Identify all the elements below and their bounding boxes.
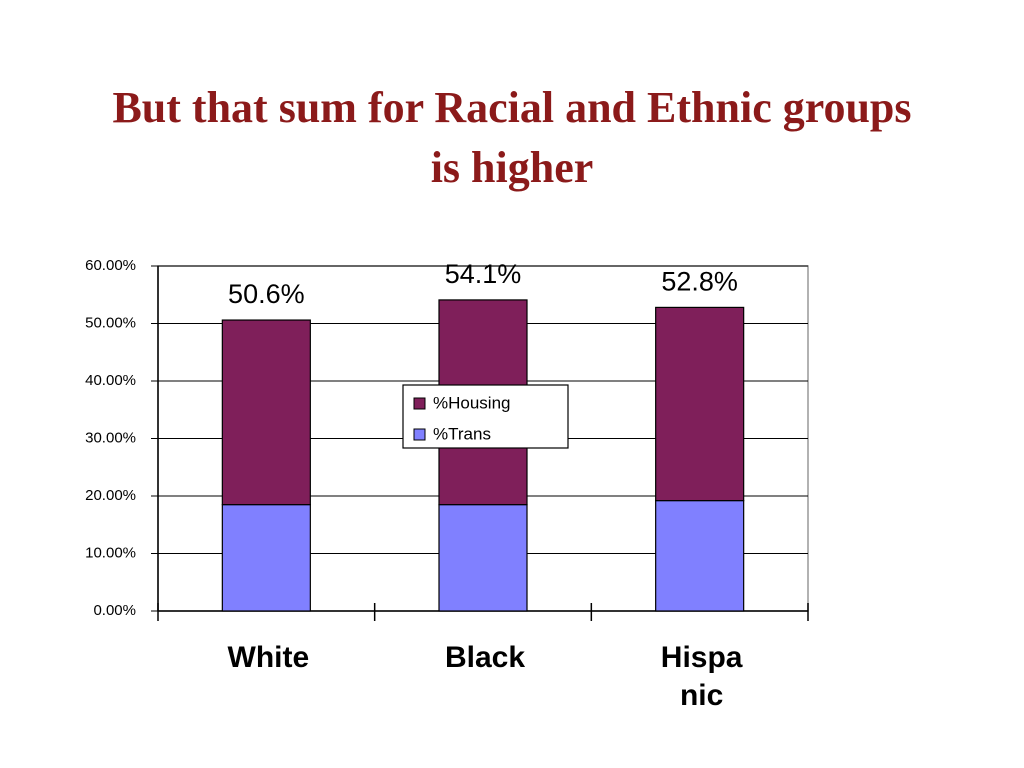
legend-swatch (413, 428, 426, 441)
legend-label: %Trans (433, 424, 491, 443)
y-tick-label: 20.00% (85, 487, 136, 504)
legend-label: %Housing (433, 393, 511, 412)
chart-title: But that sum for Racial and Ethnic group… (112, 83, 912, 192)
bar-segment (221, 504, 311, 612)
y-tick-label: 50.00% (85, 314, 136, 331)
y-tick-label: 40.00% (85, 372, 136, 389)
legend: %Housing %Trans (402, 384, 569, 449)
bar-segment (438, 504, 528, 612)
legend-swatch (413, 397, 426, 410)
x-tick-label: Hispa nic (660, 641, 743, 712)
legend-box (402, 384, 569, 449)
x-tick-label: White (227, 641, 310, 674)
y-tick-label: 30.00% (85, 429, 136, 446)
bar-segment (221, 319, 311, 506)
data-label: 50.6% (228, 279, 305, 309)
bar-segment (655, 306, 745, 502)
y-tick-label: 10.00% (85, 544, 136, 561)
y-tick-label: 60.00% (85, 257, 136, 274)
data-label: 54.1% (445, 259, 522, 289)
data-label: 52.8% (661, 267, 738, 297)
x-tick-label: Black (444, 641, 526, 674)
bar-segment (655, 500, 745, 612)
y-tick-label: 0.00% (93, 602, 136, 619)
